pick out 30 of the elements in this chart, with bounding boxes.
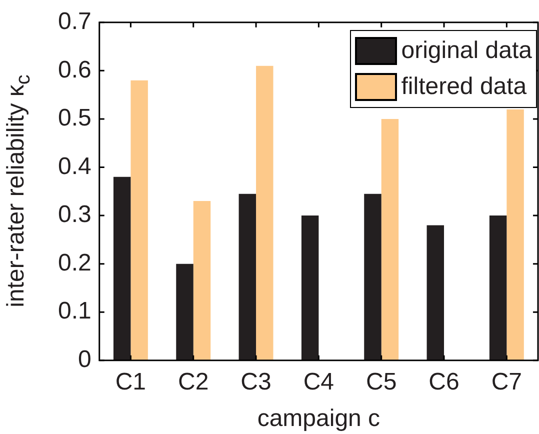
bar — [426, 225, 444, 360]
bar — [506, 109, 524, 360]
x-tick-label: C1 — [115, 368, 146, 396]
bar — [176, 264, 194, 360]
y-tick-label: 0.5 — [58, 104, 92, 132]
x-tick-label: C4 — [303, 368, 334, 396]
y-tick-label: 0.6 — [58, 56, 92, 84]
bar — [256, 66, 274, 360]
y-tick-label: 0.4 — [58, 152, 92, 180]
x-axis-title: campaign c — [257, 405, 380, 432]
x-tick-label: C3 — [240, 368, 272, 396]
y-tick-label: 0 — [78, 346, 92, 374]
bar — [301, 216, 319, 360]
y-tick-label: 0.7 — [58, 8, 92, 36]
y-tick-label: 0.2 — [58, 249, 92, 276]
bar — [238, 194, 256, 360]
y-tick-label: 0.3 — [58, 201, 92, 228]
x-tick-label: C5 — [366, 368, 397, 396]
x-tick-label: C6 — [428, 368, 460, 396]
bar — [130, 80, 148, 360]
x-tick-label: C2 — [178, 368, 209, 396]
bar — [113, 176, 131, 360]
x-tick-label: C7 — [491, 368, 522, 396]
bar — [489, 216, 507, 360]
y-tick-label: 0.1 — [58, 298, 92, 325]
legend-label: filtered data — [401, 72, 527, 102]
bar — [364, 194, 382, 360]
legend-label: original data — [401, 36, 532, 66]
bar — [193, 201, 211, 360]
bar — [381, 118, 399, 360]
